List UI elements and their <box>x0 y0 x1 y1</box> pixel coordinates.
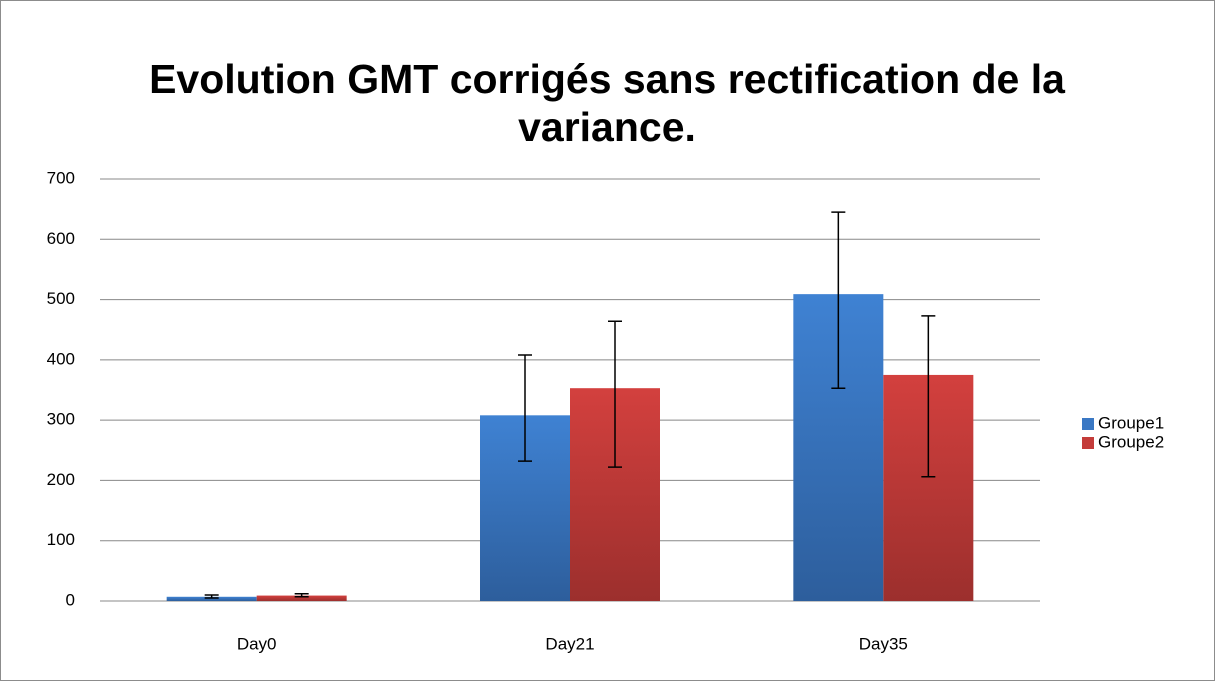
chart-title: Evolution GMT corrigés sans rectificatio… <box>149 56 1065 150</box>
error-bar <box>204 594 219 599</box>
error-bar <box>518 354 532 462</box>
legend-swatch <box>1082 437 1094 449</box>
error-bar <box>294 593 309 598</box>
y-tick-label: 200 <box>47 470 75 489</box>
x-tick-label: Day35 <box>859 634 908 653</box>
y-tick-label: 500 <box>47 289 75 308</box>
y-tick-label: 600 <box>47 229 75 248</box>
bar <box>166 596 257 601</box>
error-bar <box>921 315 936 478</box>
bar <box>256 595 347 601</box>
y-tick-label: 300 <box>47 410 75 429</box>
y-tick-label: 100 <box>47 530 75 549</box>
legend-label: Groupe2 <box>1098 432 1164 451</box>
x-tick-label: Day21 <box>545 634 594 653</box>
y-tick-label: 0 <box>66 590 75 609</box>
legend-swatch <box>1082 418 1094 430</box>
y-tick-label: 400 <box>47 349 75 368</box>
y-tick-label: 700 <box>47 168 75 187</box>
x-tick-label: Day0 <box>237 634 277 653</box>
error-bar <box>831 211 846 389</box>
error-bar <box>608 320 622 468</box>
legend-label: Groupe1 <box>1098 413 1164 432</box>
